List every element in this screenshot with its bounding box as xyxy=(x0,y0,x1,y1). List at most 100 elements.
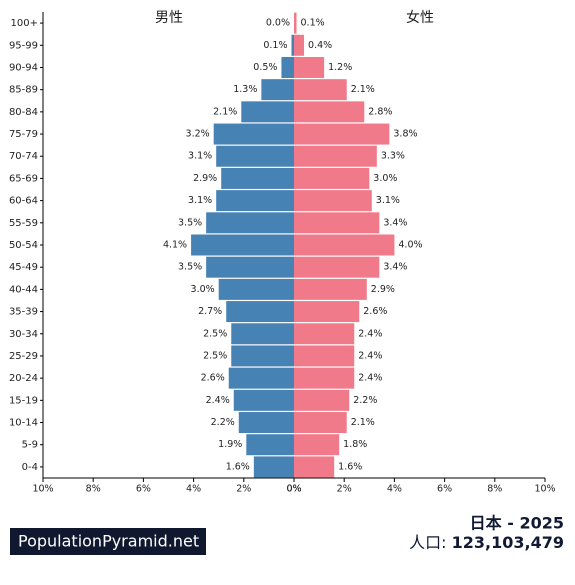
bar xyxy=(294,412,347,434)
bar xyxy=(294,101,365,123)
x-tick-label: 8% xyxy=(487,484,502,495)
population-label: 人口: xyxy=(409,533,446,552)
bar xyxy=(294,79,347,101)
value-label: 3.8% xyxy=(393,129,417,140)
bar xyxy=(294,12,297,34)
value-label: 4.0% xyxy=(398,240,422,251)
value-label: 0.1% xyxy=(263,40,287,51)
value-label: 2.1% xyxy=(351,84,375,95)
value-label: 1.6% xyxy=(338,461,362,472)
bar xyxy=(231,323,294,345)
x-tick-label: 4% xyxy=(387,484,402,495)
bar xyxy=(246,434,294,456)
bar xyxy=(294,389,350,411)
value-label: 2.2% xyxy=(211,417,235,428)
bar xyxy=(294,434,340,456)
y-tick-label: 75-79 xyxy=(9,129,38,140)
value-label: 2.9% xyxy=(371,284,395,295)
bar xyxy=(294,190,372,212)
bar xyxy=(294,234,395,256)
population-line: 人口: 123,103,479 xyxy=(409,533,564,552)
bar xyxy=(294,323,355,345)
x-tick-label: 0% xyxy=(286,484,301,495)
y-tick-label: 55-59 xyxy=(9,218,38,229)
value-label: 3.5% xyxy=(178,217,202,228)
bar xyxy=(294,145,377,167)
bar xyxy=(238,412,294,434)
y-tick-label: 65-69 xyxy=(9,173,38,184)
value-label: 3.4% xyxy=(383,262,407,273)
value-label: 2.9% xyxy=(193,173,217,184)
y-tick-label: 80-84 xyxy=(9,107,38,118)
value-label: 0.1% xyxy=(301,18,325,29)
value-label: 2.4% xyxy=(358,373,382,384)
value-label: 1.3% xyxy=(233,84,257,95)
y-tick-label: 70-74 xyxy=(9,151,38,162)
value-label: 3.0% xyxy=(373,173,397,184)
bar xyxy=(231,345,294,367)
value-label: 2.1% xyxy=(213,106,237,117)
value-label: 2.5% xyxy=(203,350,227,361)
x-tick-label: 6% xyxy=(136,484,151,495)
bar xyxy=(191,234,294,256)
y-tick-label: 5-9 xyxy=(22,440,38,451)
y-tick-label: 20-24 xyxy=(9,373,38,384)
x-tick-label: 8% xyxy=(86,484,101,495)
bar xyxy=(294,167,370,189)
y-tick-label: 40-44 xyxy=(9,284,38,295)
y-tick-label: 15-19 xyxy=(9,395,38,406)
value-label: 1.9% xyxy=(218,439,242,450)
value-label: 3.1% xyxy=(376,195,400,206)
value-label: 3.5% xyxy=(178,262,202,273)
x-tick-label: 2% xyxy=(236,484,251,495)
value-label: 2.7% xyxy=(198,306,222,317)
bar xyxy=(216,145,294,167)
bar xyxy=(291,34,294,56)
y-tick-label: 60-64 xyxy=(9,196,38,207)
bar xyxy=(294,256,380,278)
bar xyxy=(294,212,380,234)
value-label: 3.3% xyxy=(381,151,405,162)
bar xyxy=(216,190,294,212)
chart-title: 日本 - 2025 xyxy=(470,514,564,533)
value-label: 3.0% xyxy=(191,284,215,295)
value-label: 3.1% xyxy=(188,195,212,206)
value-label: 3.2% xyxy=(186,129,210,140)
x-tick-label: 4% xyxy=(186,484,201,495)
bar xyxy=(294,345,355,367)
value-label: 0.0% xyxy=(266,18,290,29)
value-label: 1.6% xyxy=(226,461,250,472)
population: 123,103,479 xyxy=(452,533,564,552)
bar xyxy=(233,389,294,411)
bar xyxy=(218,278,294,300)
x-tick-label: 10% xyxy=(32,484,53,495)
value-label: 2.8% xyxy=(368,106,392,117)
value-label: 3.4% xyxy=(383,217,407,228)
value-label: 2.1% xyxy=(351,417,375,428)
value-label: 0.4% xyxy=(308,40,332,51)
y-tick-label: 30-34 xyxy=(9,329,38,340)
x-tick-label: 10% xyxy=(534,484,555,495)
bar xyxy=(228,367,294,389)
bar xyxy=(294,56,325,78)
bar xyxy=(206,212,294,234)
bar xyxy=(206,256,294,278)
value-label: 2.6% xyxy=(363,306,387,317)
value-label: 2.2% xyxy=(353,395,377,406)
x-tick-label: 6% xyxy=(437,484,452,495)
bar xyxy=(294,278,367,300)
bar xyxy=(294,34,305,56)
value-label: 2.4% xyxy=(206,395,230,406)
series-name: 男性 xyxy=(155,10,183,26)
value-label: 2.4% xyxy=(358,350,382,361)
y-tick-label: 10-14 xyxy=(9,418,38,429)
series-name: 女性 xyxy=(406,9,434,26)
x-tick-label: 2% xyxy=(337,484,352,495)
value-label: 2.4% xyxy=(358,328,382,339)
bar xyxy=(294,367,355,389)
y-tick-label: 100+ xyxy=(11,18,38,29)
bar xyxy=(253,456,294,478)
bar xyxy=(221,167,294,189)
value-label: 2.6% xyxy=(201,373,225,384)
